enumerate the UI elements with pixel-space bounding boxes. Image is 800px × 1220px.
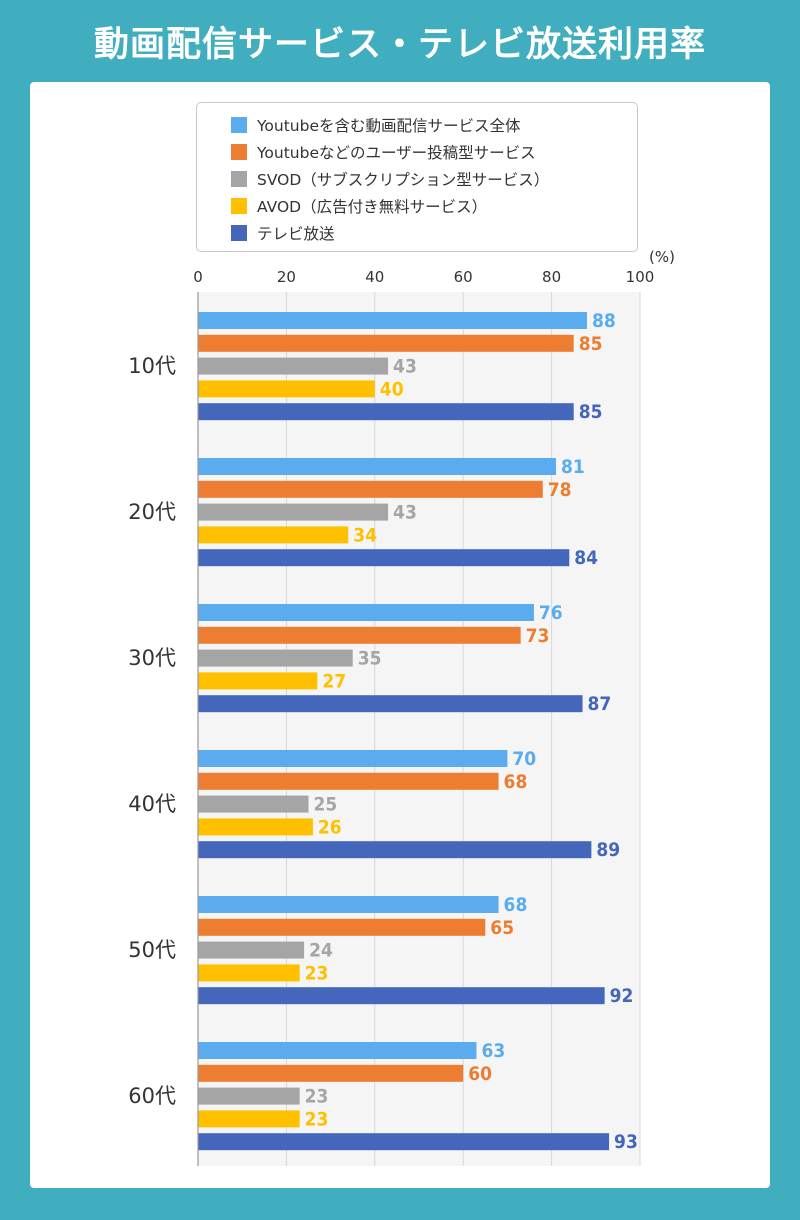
- bar: [198, 987, 605, 1005]
- bar: [198, 1133, 610, 1151]
- value-label: 60: [468, 1063, 492, 1085]
- bar: [198, 626, 521, 644]
- bar: [198, 549, 570, 567]
- bar: [198, 818, 313, 836]
- legend-item-avod: AVOD（広告付き無料サービス）: [231, 195, 487, 217]
- bar: [198, 1110, 300, 1128]
- x-tick-label: 80: [542, 268, 561, 286]
- legend-swatch: [231, 225, 247, 241]
- x-tick-label: 20: [277, 268, 296, 286]
- value-label: 85: [579, 401, 603, 423]
- legend-swatch: [231, 144, 247, 160]
- legend-item-user-posted: Youtubeなどのユーザー投稿型サービス: [231, 141, 536, 163]
- value-label: 25: [314, 794, 338, 816]
- legend-item-tv: テレビ放送: [231, 222, 335, 244]
- bar: [198, 649, 353, 667]
- legend-label: Youtubeなどのユーザー投稿型サービス: [257, 144, 536, 162]
- bar: [198, 334, 574, 352]
- bar: [198, 1064, 464, 1082]
- bar: [198, 672, 318, 690]
- value-label: 92: [610, 985, 634, 1007]
- value-label: 65: [490, 917, 514, 939]
- bar: [198, 918, 486, 936]
- bar: [198, 526, 349, 544]
- value-label: 68: [504, 894, 528, 916]
- legend: Youtubeを含む動画配信サービス全体 Youtubeなどのユーザー投稿型サー…: [196, 102, 638, 252]
- unit-label: (%): [649, 248, 675, 266]
- plot-area: [198, 292, 640, 1166]
- legend-item-video-services: Youtubeを含む動画配信サービス全体: [231, 114, 521, 136]
- value-label: 63: [481, 1040, 505, 1062]
- value-label: 40: [380, 378, 404, 400]
- bar: [198, 1087, 300, 1105]
- bar: [198, 964, 300, 982]
- value-label: 23: [305, 1108, 329, 1130]
- x-tick-label: 60: [454, 268, 473, 286]
- value-label: 87: [588, 693, 612, 715]
- value-label: 43: [393, 356, 417, 378]
- category-label: 60代: [128, 1084, 176, 1108]
- legend-label: Youtubeを含む動画配信サービス全体: [257, 117, 521, 135]
- bar: [198, 795, 309, 813]
- bar: [198, 458, 557, 475]
- x-axis-ticks: 0 20 40 60 80 100: [193, 268, 654, 286]
- value-label: 26: [318, 816, 342, 838]
- bar: [198, 604, 534, 621]
- page-title: 動画配信サービス・テレビ放送利用率: [93, 24, 706, 65]
- legend-label: AVOD（広告付き無料サービス）: [257, 198, 488, 216]
- category-label: 30代: [128, 646, 176, 670]
- bar: [198, 1042, 477, 1059]
- bar: [198, 841, 592, 859]
- category-label: 10代: [128, 354, 176, 378]
- legend-label: テレビ放送: [257, 225, 335, 243]
- bar: [198, 941, 305, 959]
- bar: [198, 357, 389, 375]
- value-label: 85: [579, 333, 603, 355]
- value-label: 78: [548, 479, 572, 501]
- bar: [198, 750, 508, 767]
- value-label: 24: [309, 940, 333, 962]
- value-label: 81: [561, 456, 585, 478]
- value-label: 43: [393, 502, 417, 524]
- bar: [198, 380, 375, 398]
- bars: 10代888543408520代817843348430代76733527874…: [128, 310, 638, 1153]
- value-label: 35: [358, 648, 382, 670]
- value-label: 34: [353, 524, 377, 546]
- value-label: 70: [512, 748, 536, 770]
- legend-label: SVOD（サブスクリプション型サービス）: [257, 171, 550, 189]
- legend-swatch: [231, 198, 247, 214]
- value-label: 73: [526, 625, 550, 647]
- value-label: 84: [574, 547, 598, 569]
- bar: [198, 695, 583, 713]
- legend-item-svod: SVOD（サブスクリプション型サービス）: [231, 168, 549, 190]
- value-label: 27: [322, 670, 346, 692]
- value-label: 23: [305, 1086, 329, 1108]
- legend-swatch: [231, 117, 247, 133]
- gridlines: [285, 292, 641, 1166]
- bar: [198, 480, 543, 498]
- legend-swatch: [231, 171, 247, 187]
- x-tick-label: 40: [365, 268, 384, 286]
- category-label: 20代: [128, 500, 176, 524]
- category-label: 50代: [128, 938, 176, 962]
- bar: [198, 312, 587, 329]
- category-label: 40代: [128, 792, 176, 816]
- value-label: 89: [596, 839, 620, 861]
- bar: [198, 772, 499, 790]
- value-label: 68: [504, 771, 528, 793]
- value-label: 23: [305, 962, 329, 984]
- value-label: 76: [539, 602, 563, 624]
- bar: [198, 403, 574, 421]
- x-tick-label: 100: [626, 268, 655, 286]
- bar: [198, 896, 499, 913]
- bar: [198, 503, 389, 521]
- value-label: 88: [592, 310, 616, 332]
- x-tick-label: 0: [193, 268, 203, 286]
- value-label: 93: [614, 1131, 638, 1153]
